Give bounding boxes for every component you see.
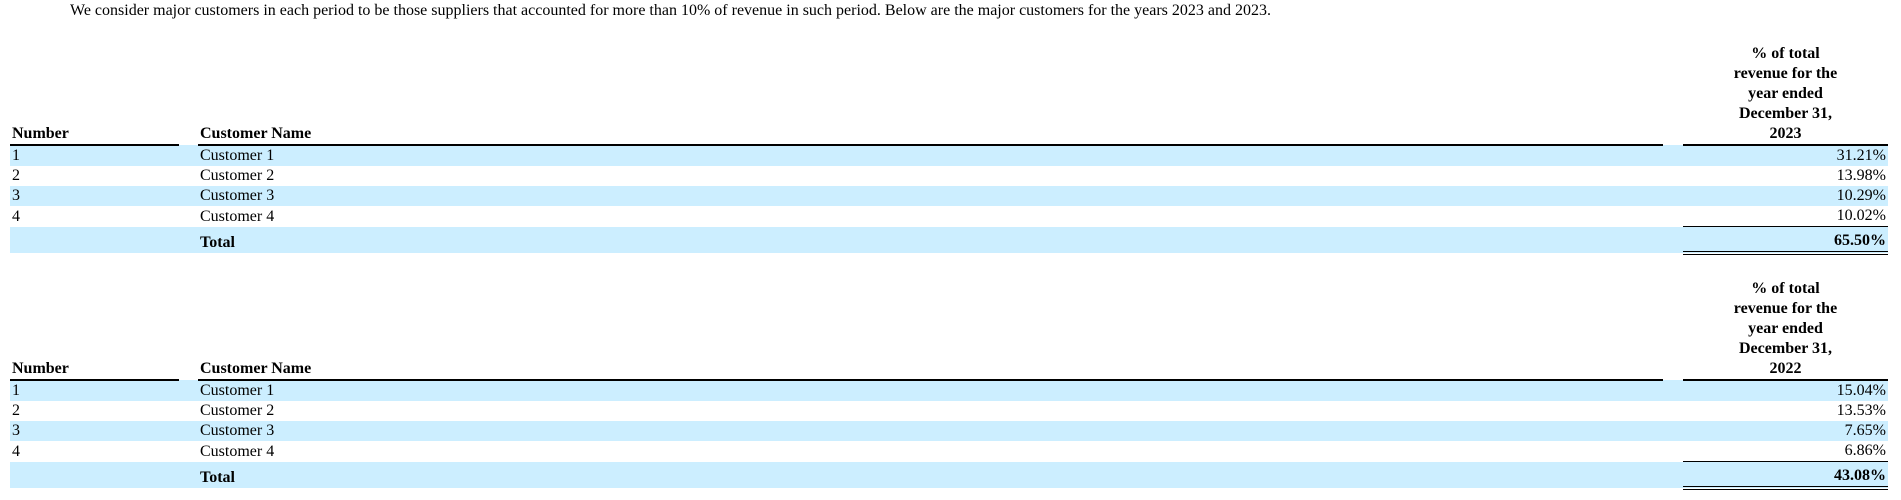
spacer bbox=[179, 279, 198, 380]
cell-percent: 6.86% bbox=[1844, 442, 1886, 459]
cell-percent: 10.29% bbox=[1683, 186, 1888, 206]
data-row: 1 Customer 1 15.04% bbox=[10, 380, 1888, 401]
cell-name: Customer 2 bbox=[200, 167, 275, 184]
header-row: Number Customer Name % of total revenue fo… bbox=[10, 279, 1888, 381]
cell-name: Customer 3 bbox=[198, 186, 1663, 206]
total-row: Total 65.50% bbox=[10, 226, 1888, 255]
total-label: Total bbox=[198, 461, 1663, 488]
cell-percent: 13.53% bbox=[1836, 402, 1886, 419]
cell-number: 4 bbox=[12, 442, 20, 460]
data-row: 2 Customer 2 13.53% bbox=[10, 401, 1888, 421]
total-value: 43.08% bbox=[1683, 461, 1888, 490]
spacer bbox=[10, 226, 179, 253]
spacer bbox=[179, 441, 198, 462]
data-row: 2 Customer 2 13.98% bbox=[10, 166, 1888, 186]
total-row: Total 43.08% bbox=[10, 461, 1888, 490]
spacer bbox=[179, 421, 198, 441]
spacer bbox=[1663, 44, 1683, 145]
cell-percent: 13.98% bbox=[1836, 167, 1886, 184]
header-percent: % of total revenue for the year ended De… bbox=[1683, 44, 1888, 146]
data-row: 4 Customer 4 6.86% bbox=[10, 441, 1888, 462]
total-value: 65.50% bbox=[1683, 226, 1888, 255]
cell-number: 4 bbox=[12, 207, 20, 225]
spacer bbox=[10, 461, 179, 488]
spacer bbox=[1663, 441, 1683, 462]
header-percent-text: % of total revenue for the year ended De… bbox=[1733, 45, 1838, 142]
spacer bbox=[179, 206, 198, 227]
total-label: Total bbox=[198, 226, 1663, 253]
spacer bbox=[1663, 206, 1683, 227]
spacer bbox=[1663, 461, 1683, 488]
cell-percent: 31.21% bbox=[1683, 145, 1888, 166]
cell-percent: 15.04% bbox=[1683, 380, 1888, 401]
cell-percent: 7.65% bbox=[1683, 421, 1888, 441]
cell-number: 3 bbox=[10, 186, 179, 206]
spacer bbox=[1663, 145, 1683, 166]
spacer bbox=[179, 186, 198, 206]
spacer bbox=[179, 226, 198, 253]
cell-name: Customer 1 bbox=[198, 380, 1663, 401]
spacer bbox=[179, 145, 198, 166]
data-row: 3 Customer 3 7.65% bbox=[10, 421, 1888, 441]
cell-name: Customer 1 bbox=[198, 145, 1663, 166]
spacer bbox=[1663, 380, 1683, 401]
header-percent-text: % of total revenue for the year ended De… bbox=[1733, 280, 1838, 377]
header-row: Number Customer Name % of total revenue fo… bbox=[10, 44, 1888, 146]
spacer bbox=[179, 461, 198, 488]
cell-name: Customer 4 bbox=[200, 442, 275, 460]
spacer bbox=[179, 166, 198, 186]
header-name: Customer Name bbox=[198, 44, 1663, 146]
cell-number: 1 bbox=[10, 380, 179, 401]
spacer bbox=[1663, 226, 1683, 253]
cell-number: 1 bbox=[10, 145, 179, 166]
cell-number: 3 bbox=[10, 421, 179, 441]
spacer bbox=[1663, 166, 1683, 186]
intro-text: We consider major customers in each peri… bbox=[70, 2, 1272, 19]
data-row: 3 Customer 3 10.29% bbox=[10, 186, 1888, 206]
data-row: 1 Customer 1 31.21% bbox=[10, 145, 1888, 166]
cell-number: 2 bbox=[12, 402, 20, 419]
cell-number: 2 bbox=[12, 167, 20, 184]
spacer bbox=[1663, 401, 1683, 421]
spacer bbox=[179, 401, 198, 421]
header-number: Number bbox=[10, 279, 179, 381]
data-row: 4 Customer 4 10.02% bbox=[10, 206, 1888, 227]
spacer bbox=[1663, 186, 1683, 206]
cell-name: Customer 4 bbox=[200, 207, 275, 225]
cell-name: Customer 3 bbox=[198, 421, 1663, 441]
cell-name: Customer 2 bbox=[200, 402, 275, 419]
customer-table: Number Customer Name % of total revenue fo… bbox=[10, 279, 1888, 490]
spacer bbox=[179, 44, 198, 145]
spacer bbox=[1663, 421, 1683, 441]
cell-percent: 10.02% bbox=[1836, 207, 1886, 224]
customer-table: Number Customer Name % of total revenue fo… bbox=[10, 44, 1888, 255]
spacer bbox=[179, 380, 198, 401]
header-percent: % of total revenue for the year ended De… bbox=[1683, 279, 1888, 381]
spacer bbox=[1663, 279, 1683, 380]
header-number: Number bbox=[10, 44, 179, 146]
header-name: Customer Name bbox=[198, 279, 1663, 381]
